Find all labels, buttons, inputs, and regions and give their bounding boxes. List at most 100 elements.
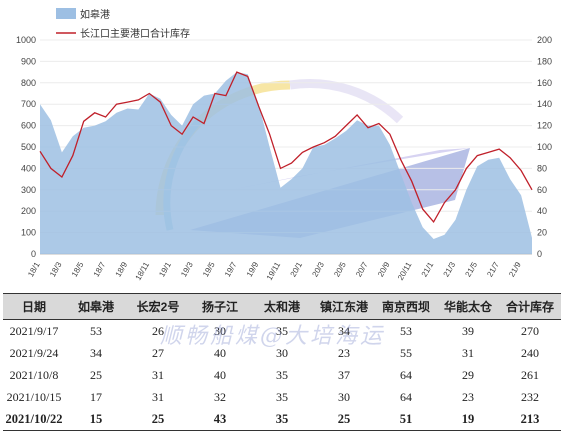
table-cell: 25 bbox=[90, 367, 102, 382]
left-axis-tick-label: 900 bbox=[21, 56, 36, 66]
left-axis-tick-label: 400 bbox=[21, 163, 36, 173]
left-axis-tick-label: 300 bbox=[21, 185, 36, 195]
right-axis-tick-label: 160 bbox=[537, 78, 552, 88]
x-axis-tick-label: 18/1 bbox=[26, 260, 42, 278]
table-cell: 19 bbox=[437, 408, 499, 431]
table-cell: 53 bbox=[90, 323, 102, 338]
left-axis-tick-labels: 0 100 200 300 400 500 600 700 800 900 1000 bbox=[16, 35, 36, 259]
x-axis-tick-label: 19/7 bbox=[223, 260, 239, 278]
right-axis-tick-label: 180 bbox=[537, 56, 552, 66]
table-cell: 35 bbox=[276, 389, 288, 404]
x-axis-tick-label: 18/7 bbox=[92, 260, 108, 278]
left-axis-tick-label: 500 bbox=[21, 142, 36, 152]
inventory-table: 日期 如皋港 长宏2号 扬子江 太和港 镇江东港 南京西坝 华能太仓 合计库存 2021/9/1… bbox=[3, 293, 561, 431]
table-cell: 34 bbox=[90, 345, 102, 360]
table-cell: 2021/9/24 bbox=[9, 345, 59, 360]
table-cell: 29 bbox=[462, 367, 474, 382]
table-header-cell: 如皋港 bbox=[65, 293, 127, 320]
right-axis-tick-label: 60 bbox=[537, 185, 547, 195]
right-axis-tick-label: 80 bbox=[537, 163, 547, 173]
table-cell: 270 bbox=[521, 323, 539, 338]
table-cell: 37 bbox=[338, 367, 350, 382]
table-cell: 35 bbox=[276, 367, 288, 382]
table-header-cell: 日期 bbox=[3, 293, 65, 320]
table-cell: 30 bbox=[338, 389, 350, 404]
left-axis-tick-label: 800 bbox=[21, 78, 36, 88]
rugao-area bbox=[40, 72, 532, 254]
table-header-cell: 扬子江 bbox=[189, 293, 251, 320]
table-cell: 261 bbox=[521, 367, 539, 382]
rugao-area-series bbox=[40, 72, 532, 254]
x-axis-tick-label: 20/7 bbox=[354, 260, 370, 278]
table-cell: 23 bbox=[462, 389, 474, 404]
table-cell: 27 bbox=[152, 345, 164, 360]
table-cell: 32 bbox=[214, 389, 226, 404]
legend-area-swatch bbox=[56, 8, 76, 19]
x-axis-tick-label: 19/9 bbox=[245, 260, 261, 278]
table-cell: 64 bbox=[400, 367, 412, 382]
table-cell: 17 bbox=[90, 389, 102, 404]
right-axis-tick-label: 120 bbox=[537, 121, 552, 131]
table-header-cell: 太和港 bbox=[251, 293, 313, 320]
table-cell: 40 bbox=[214, 367, 226, 382]
table-header-row: 日期 如皋港 长宏2号 扬子江 太和港 镇江东港 南京西坝 华能太仓 合计库存 bbox=[3, 293, 561, 320]
table-cell: 30 bbox=[214, 323, 226, 338]
inventory-chart: 0 100 200 300 400 500 600 700 800 900 1000 0 20 40 60… bbox=[16, 8, 552, 282]
table-row: 2021/10/8 25 31 40 35 37 64 29 261 bbox=[3, 364, 561, 386]
table-header-cell: 长宏2号 bbox=[127, 293, 189, 320]
table-cell: 35 bbox=[276, 323, 288, 338]
left-axis-tick-label: 700 bbox=[21, 99, 36, 109]
right-axis-tick-label: 0 bbox=[537, 249, 542, 259]
x-axis-tick-label: 18/5 bbox=[70, 260, 86, 278]
right-axis-tick-label: 20 bbox=[537, 228, 547, 238]
table-cell: 35 bbox=[251, 408, 313, 431]
table-header-cell: 华能太仓 bbox=[437, 293, 499, 320]
table-cell: 43 bbox=[189, 408, 251, 431]
right-axis-tick-labels: 0 20 40 60 80 100 120 140 160 180 200 bbox=[537, 35, 552, 259]
table-cell: 232 bbox=[521, 389, 539, 404]
table-cell: 31 bbox=[152, 367, 164, 382]
left-axis-tick-label: 200 bbox=[21, 206, 36, 216]
x-axis-tick-label: 20/9 bbox=[376, 260, 392, 278]
table-cell: 25 bbox=[127, 408, 189, 431]
table-header-cell: 镇江东港 bbox=[313, 293, 375, 320]
x-axis-tick-label: 20/3 bbox=[310, 260, 326, 278]
right-axis-tick-label: 40 bbox=[537, 206, 547, 216]
table-cell: 31 bbox=[152, 389, 164, 404]
table-cell: 53 bbox=[400, 323, 412, 338]
table-body: 2021/9/17 53 26 30 35 34 53 39 270 2021/9/24 34 27 4… bbox=[3, 320, 561, 431]
right-axis-tick-label: 200 bbox=[537, 35, 552, 45]
table-row: 2021/9/17 53 26 30 35 34 53 39 270 bbox=[3, 320, 561, 343]
table-cell: 15 bbox=[65, 408, 127, 431]
x-axis-tick-labels: 18/1 18/3 18/5 18/7 18/9 18/11 19/1 19/3 19/5 19/… bbox=[26, 260, 523, 282]
table-cell: 2021/10/15 bbox=[6, 389, 62, 404]
legend-line-label: 长江口主要港口合计库存 bbox=[80, 27, 190, 40]
table-cell: 240 bbox=[521, 345, 539, 360]
x-axis-tick-label: 20/11 bbox=[396, 260, 414, 282]
x-axis-tick-label: 21/3 bbox=[442, 260, 458, 278]
table-cell: 39 bbox=[462, 323, 474, 338]
table-cell: 30 bbox=[276, 345, 288, 360]
x-axis-tick-label: 21/9 bbox=[507, 260, 523, 278]
table-cell: 34 bbox=[338, 323, 350, 338]
table-cell: 2021/9/17 bbox=[9, 323, 59, 338]
table-cell: 26 bbox=[152, 323, 164, 338]
table-cell: 2021/10/8 bbox=[9, 367, 59, 382]
x-axis-tick-label: 18/11 bbox=[134, 260, 152, 282]
table-cell: 23 bbox=[338, 345, 350, 360]
x-axis-tick-label: 19/11 bbox=[265, 260, 283, 282]
x-axis-tick-label: 18/3 bbox=[48, 260, 64, 278]
right-axis-tick-label: 100 bbox=[537, 142, 552, 152]
table-row: 2021/9/24 34 27 40 30 23 55 31 240 bbox=[3, 342, 561, 364]
table-row: 2021/10/22 15 25 43 35 25 51 19 213 bbox=[3, 408, 561, 431]
left-axis-tick-label: 600 bbox=[21, 121, 36, 131]
x-axis-tick-label: 19/3 bbox=[179, 260, 195, 278]
x-axis-tick-label: 19/1 bbox=[157, 260, 173, 278]
table-cell: 64 bbox=[400, 389, 412, 404]
x-axis-tick-label: 21/7 bbox=[485, 260, 501, 278]
legend-area-label: 如皋港 bbox=[80, 8, 110, 21]
table-cell: 213 bbox=[499, 408, 561, 431]
right-axis-tick-label: 140 bbox=[537, 99, 552, 109]
x-axis-tick-label: 21/5 bbox=[463, 260, 479, 278]
x-axis-tick-label: 18/9 bbox=[114, 260, 130, 278]
